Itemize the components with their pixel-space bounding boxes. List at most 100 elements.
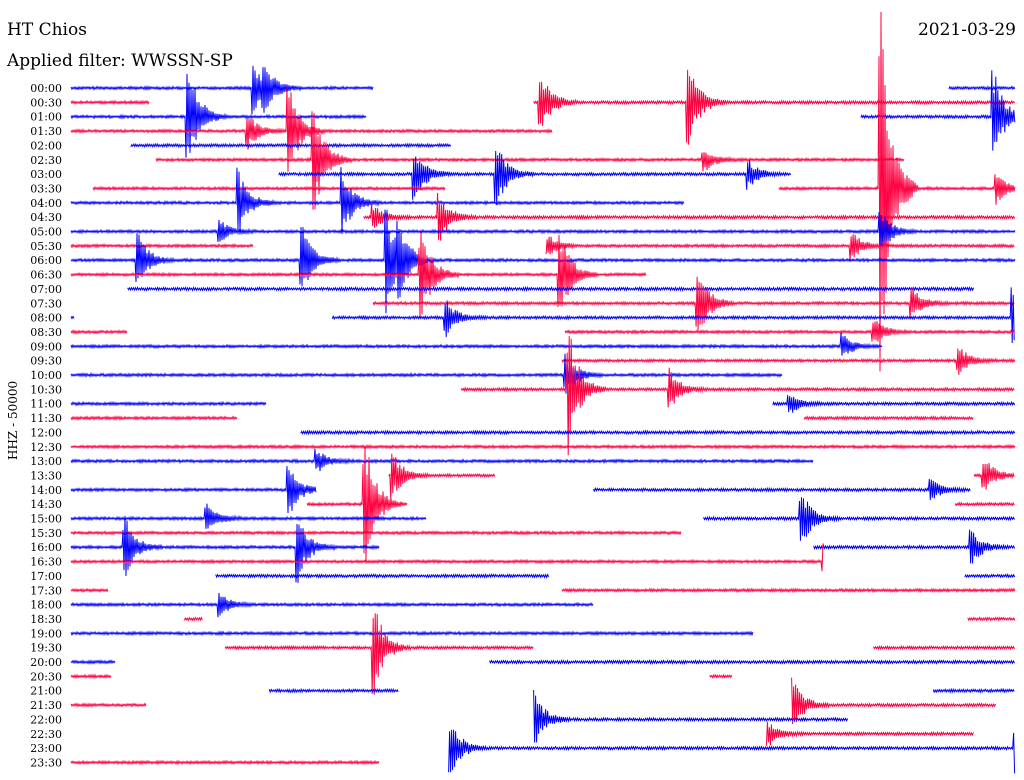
trace-segment xyxy=(70,332,883,356)
time-tick-label: 22:30 xyxy=(30,728,62,741)
time-tick-label: 07:30 xyxy=(30,297,62,310)
trace-segment xyxy=(70,415,238,422)
time-tick-label: 01:00 xyxy=(30,111,62,124)
trace-segment xyxy=(278,150,792,206)
station-title: HT Chios xyxy=(7,20,87,40)
time-tick-label: 12:30 xyxy=(30,441,62,454)
trace-segment xyxy=(948,85,1016,91)
trace-segment xyxy=(70,329,128,335)
trace-segment xyxy=(954,501,1015,507)
time-tick-label: 02:30 xyxy=(30,154,62,167)
time-tick-label: 14:30 xyxy=(30,498,62,511)
time-tick-label: 13:30 xyxy=(30,469,62,482)
trace-segment xyxy=(215,572,550,579)
trace-segment xyxy=(772,395,1016,413)
time-tick-label: 19:30 xyxy=(30,642,62,655)
time-tick-label: 13:00 xyxy=(30,455,62,468)
time-tick-label: 06:30 xyxy=(30,269,62,282)
time-tick-label: 09:00 xyxy=(30,340,62,353)
time-tick-label: 16:30 xyxy=(30,556,62,569)
trace-segment xyxy=(703,497,1015,541)
trace-segment xyxy=(183,616,203,622)
time-tick-label: 08:00 xyxy=(30,312,62,325)
trace-segment xyxy=(533,69,1016,145)
time-tick-label: 14:00 xyxy=(30,484,62,497)
trace-segment xyxy=(70,659,116,665)
time-tick-label: 07:00 xyxy=(30,283,62,296)
time-tick-label: 05:30 xyxy=(30,240,62,253)
time-tick-label: 08:30 xyxy=(30,326,62,339)
trace-segment xyxy=(592,479,971,501)
time-tick-label: 03:30 xyxy=(30,182,62,195)
time-tick-label: 17:30 xyxy=(30,584,62,597)
time-tick-label: 23:00 xyxy=(30,742,62,755)
trace-segment xyxy=(70,515,380,583)
time-tick-label: 15:00 xyxy=(30,513,62,526)
trace-segment xyxy=(70,759,380,766)
trace-segment xyxy=(70,212,1016,251)
time-tick-label: 18:00 xyxy=(30,599,62,612)
date-label: 2021-03-29 xyxy=(917,20,1016,40)
time-tick-label: 19:00 xyxy=(30,627,62,640)
time-tick-label: 09:30 xyxy=(30,355,62,368)
trace-segment xyxy=(70,232,647,319)
time-tick-label: 17:00 xyxy=(30,570,62,583)
time-tick-label: 00:30 xyxy=(30,96,62,109)
trace-segment xyxy=(709,673,733,680)
time-tick-label: 05:00 xyxy=(30,226,62,239)
time-tick-label: 20:30 xyxy=(30,670,62,683)
time-tick-label: 04:30 xyxy=(30,211,62,224)
trace-segment xyxy=(765,721,974,746)
trace-segment xyxy=(300,429,1016,436)
trace-segment xyxy=(92,185,446,192)
trace-segment xyxy=(70,543,824,572)
time-tick-label: 15:30 xyxy=(30,527,62,540)
trace-segment xyxy=(70,400,267,407)
trace-segment xyxy=(70,353,783,394)
trace-segment xyxy=(778,11,1016,372)
trace-segment xyxy=(306,447,408,564)
time-tick-label: 21:00 xyxy=(30,685,62,698)
time-tick-label: 04:00 xyxy=(30,197,62,210)
trace-segment xyxy=(70,242,254,249)
trace-segment xyxy=(70,73,367,158)
trace-segment xyxy=(268,687,399,694)
trace-segment xyxy=(533,689,849,743)
trace-segment xyxy=(70,448,814,472)
time-tick-label: 01:30 xyxy=(30,125,62,138)
trace-segment xyxy=(372,276,1015,331)
trace-segment xyxy=(964,572,1016,579)
time-tick-label: 21:30 xyxy=(30,699,62,712)
trace-segment xyxy=(363,192,1016,241)
filter-label: Applied filter: WWSSN-SP xyxy=(7,51,233,71)
time-tick-label: 18:30 xyxy=(30,613,62,626)
trace-segment xyxy=(70,466,317,514)
trace-segment xyxy=(70,587,109,594)
trace-segment xyxy=(70,99,150,106)
trace-segment xyxy=(860,70,1016,151)
trace-segment xyxy=(130,142,452,149)
time-tick-label: 11:30 xyxy=(30,412,62,425)
trace-segment xyxy=(545,234,1015,261)
trace-segment xyxy=(561,587,1016,594)
trace-segment xyxy=(70,209,1016,314)
time-tick-label: 11:00 xyxy=(30,398,62,411)
trace-segment xyxy=(872,644,1015,651)
time-tick-label: 02:00 xyxy=(30,139,62,152)
trace-segment xyxy=(967,616,1016,622)
time-tick-label: 12:00 xyxy=(30,426,62,439)
trace-segment xyxy=(70,592,594,618)
time-tick-label: 10:30 xyxy=(30,383,62,396)
trace-segment xyxy=(388,453,496,501)
trace-segment xyxy=(70,529,682,536)
trace-segment xyxy=(70,315,75,320)
time-tick-label: 20:00 xyxy=(30,656,62,669)
trace-segment xyxy=(489,659,1015,666)
trace-segment xyxy=(813,529,1016,564)
time-tick-label: 03:00 xyxy=(30,168,62,181)
trace-segment xyxy=(224,613,534,695)
trace-segment xyxy=(932,687,1015,694)
time-tick-label: 00:00 xyxy=(30,82,62,95)
trace-segment xyxy=(564,321,1015,342)
